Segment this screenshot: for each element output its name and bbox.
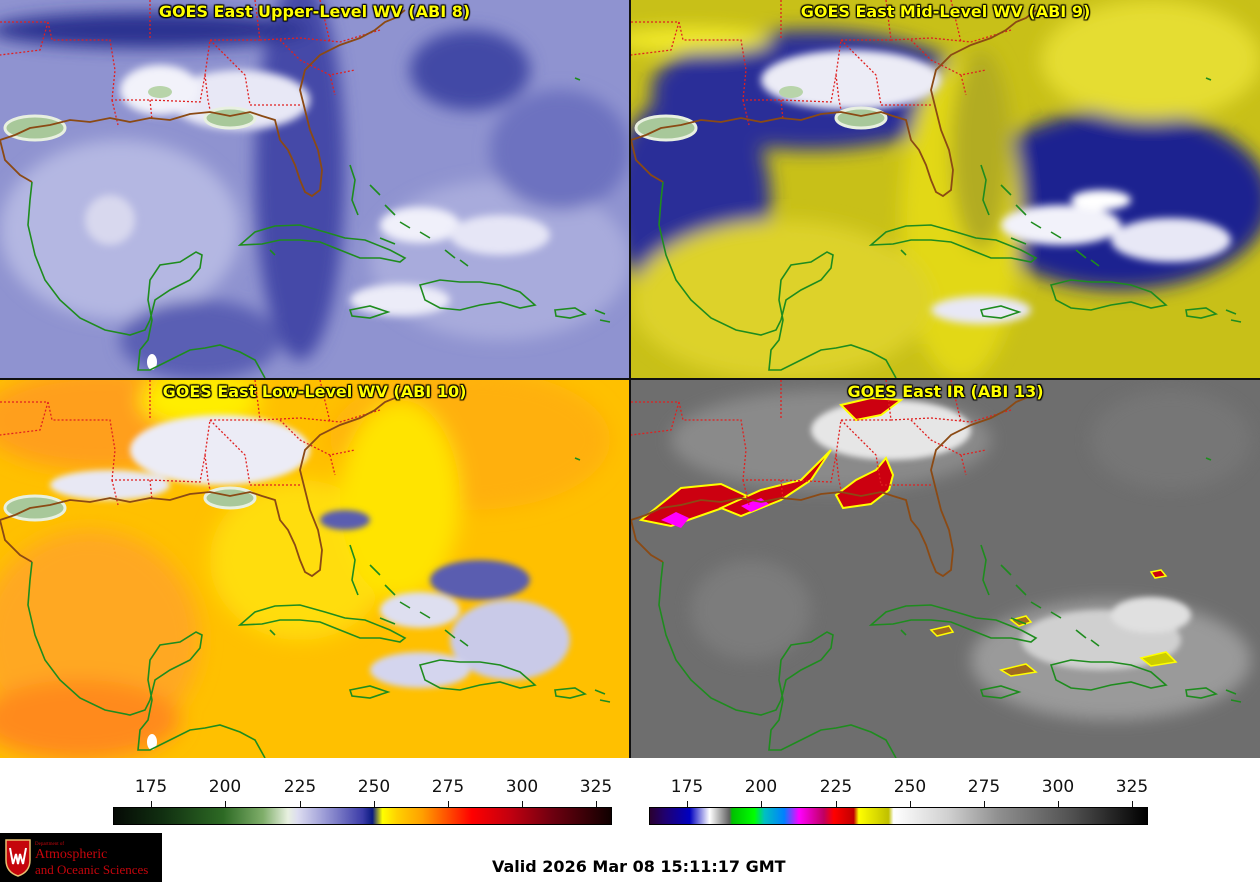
wv-colorbar: 175 200 225 250 275 300 325	[113, 777, 612, 827]
logo-line-2: and Oceanic Sciences	[35, 862, 149, 877]
ir-tick-mark	[1058, 801, 1059, 807]
wv-tick-mark	[300, 801, 301, 807]
ir-tick-mark	[984, 801, 985, 807]
ir-tick-label: 275	[967, 777, 1001, 797]
upper-level-wv-map	[0, 0, 629, 378]
ir-tick-mark	[910, 801, 911, 807]
wv-tick-label: 175	[134, 777, 168, 797]
upper-level-wv-panel: GOES East Upper-Level WV (ABI 8)	[0, 0, 629, 378]
ir-tick-label: 200	[744, 777, 778, 797]
ir-tick-label: 300	[1041, 777, 1075, 797]
wv-tick-mark	[151, 801, 152, 807]
ir-tick-mark	[687, 801, 688, 807]
wv-tick-label: 200	[208, 777, 242, 797]
wv-tick-mark	[225, 801, 226, 807]
panel-divider-horizontal	[0, 378, 1260, 380]
low-level-wv-panel: GOES East Low-Level WV (ABI 10)	[0, 380, 629, 758]
wv-colorbar-gradient	[113, 807, 612, 825]
wv-tick-mark	[448, 801, 449, 807]
ir-colorbar-ticks: 175 200 225 250 275 300 325	[649, 777, 1149, 807]
ir-colorbar-gradient	[649, 807, 1148, 825]
logo-line-1: Atmospheric	[35, 847, 108, 862]
low-level-wv-map	[0, 380, 629, 758]
ir-tick-mark	[836, 801, 837, 807]
logo-dept-text: Department of	[35, 842, 65, 847]
ir-panel: GOES East IR (ABI 13)	[631, 380, 1260, 758]
ir-tick-label: 250	[893, 777, 927, 797]
wv-tick-label: 275	[431, 777, 465, 797]
mid-level-wv-map	[631, 0, 1260, 378]
ir-tick-mark	[1132, 801, 1133, 807]
mid-level-wv-title: GOES East Mid-Level WV (ABI 9)	[800, 2, 1091, 21]
uw-crest-icon	[5, 839, 31, 877]
ir-tick-label: 225	[819, 777, 853, 797]
ir-tick-label: 175	[670, 777, 704, 797]
wv-tick-mark	[374, 801, 375, 807]
ir-tick-label: 325	[1115, 777, 1149, 797]
valid-time: Valid 2026 Mar 08 15:11:17 GMT	[492, 857, 786, 876]
ir-map	[631, 380, 1260, 758]
wv-tick-label: 225	[283, 777, 317, 797]
wv-tick-mark	[522, 801, 523, 807]
upper-level-wv-title: GOES East Upper-Level WV (ABI 8)	[158, 2, 471, 21]
wv-tick-label: 250	[357, 777, 391, 797]
wv-tick-mark	[596, 801, 597, 807]
aos-logo: Department of Atmospheric and Oceanic Sc…	[0, 833, 162, 882]
wv-tick-label: 300	[505, 777, 539, 797]
ir-title: GOES East IR (ABI 13)	[847, 382, 1044, 401]
wv-colorbar-ticks: 175 200 225 250 275 300 325	[113, 777, 613, 807]
low-level-wv-title: GOES East Low-Level WV (ABI 10)	[162, 382, 467, 401]
ir-colorbar: 175 200 225 250 275 300 325	[649, 777, 1148, 827]
mid-level-wv-panel: GOES East Mid-Level WV (ABI 9)	[631, 0, 1260, 378]
ir-tick-mark	[761, 801, 762, 807]
wv-tick-label: 325	[579, 777, 613, 797]
